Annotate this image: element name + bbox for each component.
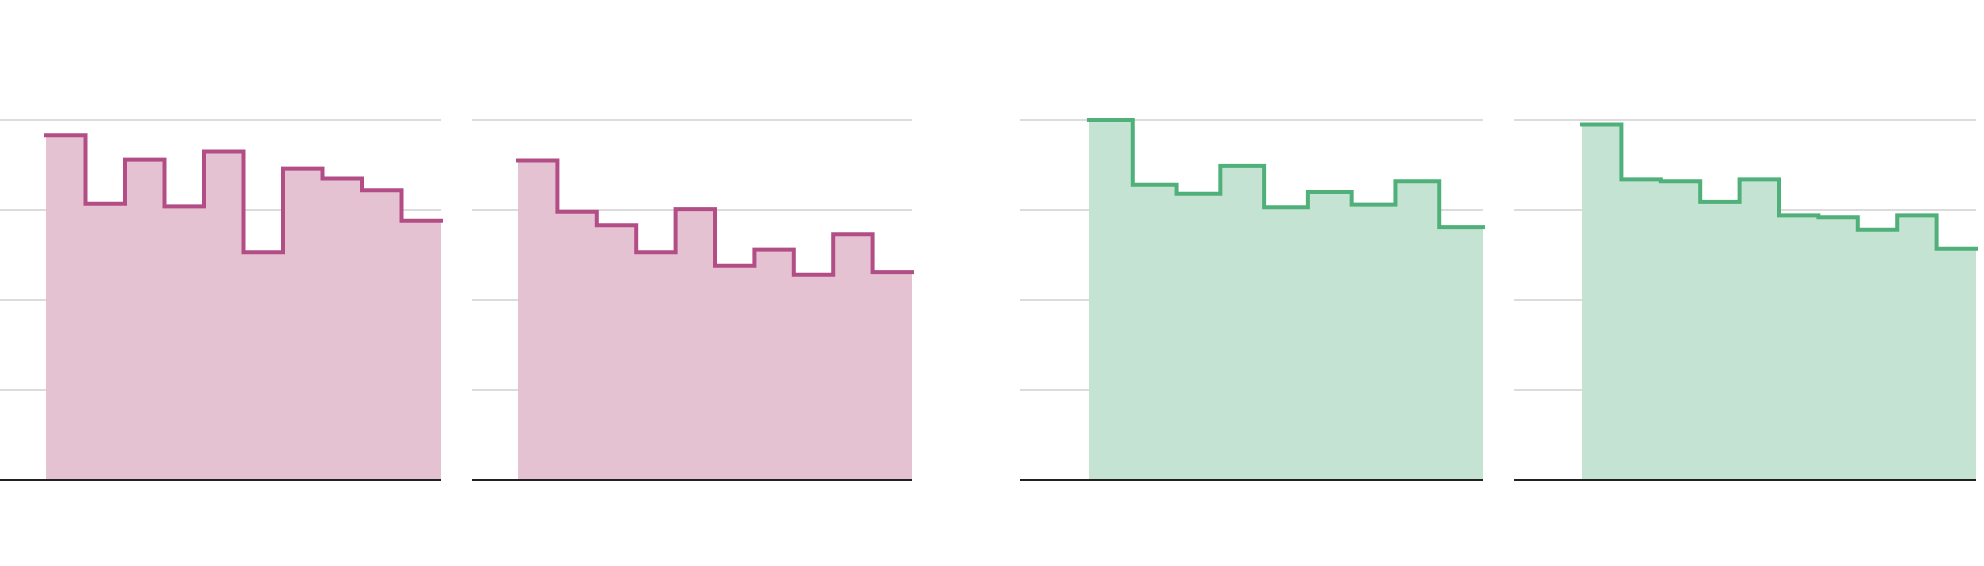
chart-panel-1 [0,119,443,481]
area-fill-3 [1089,120,1483,480]
bar-3-8 [1395,181,1439,480]
bar-1-5 [204,152,244,481]
bar-2-10 [873,272,912,480]
bar-2-3 [597,225,636,480]
bar-2-4 [636,252,675,480]
step-line-3 [1087,118,1485,230]
bar-1-3 [125,160,165,480]
bar-4-7 [1818,217,1857,480]
area-fill-1 [46,135,441,481]
bar-3-6 [1308,192,1352,480]
bar-3-4 [1220,166,1264,480]
bar-1-10 [402,221,442,480]
bar-4-4 [1700,202,1739,480]
bar-1-2 [86,204,126,480]
bar-4-10 [1937,249,1976,480]
chart-panel-3 [1020,118,1485,481]
bar-2-5 [676,209,715,480]
bar-4-3 [1661,181,1700,480]
bar-2-7 [754,250,793,480]
bar-1-9 [362,190,402,480]
bar-3-5 [1264,207,1308,480]
chart-panel-2 [472,119,914,481]
step-line-1 [44,133,443,255]
step-line-2 [516,158,914,277]
bar-1-8 [323,179,363,481]
bar-4-1 [1582,125,1621,481]
area-fill-4 [1582,124,1976,480]
bar-3-1 [1089,120,1133,480]
bar-2-9 [833,234,872,480]
bar-4-2 [1621,179,1660,480]
bar-4-5 [1740,179,1779,480]
bar-2-6 [715,266,754,480]
bar-2-8 [794,275,833,480]
bar-3-2 [1133,185,1177,480]
chart-panel-4 [1514,119,1978,481]
bar-4-9 [1897,215,1936,480]
bar-2-2 [557,212,596,480]
bar-1-7 [283,169,323,480]
bar-4-8 [1858,230,1897,480]
bar-3-9 [1439,227,1483,480]
area-fill-2 [518,160,912,480]
bar-2-1 [518,161,557,481]
bar-1-6 [244,252,284,480]
bar-3-3 [1177,194,1221,480]
bar-1-4 [165,206,205,480]
step-line-4 [1580,122,1978,251]
bar-1-1 [46,135,86,480]
bar-4-6 [1779,215,1818,480]
bar-3-7 [1352,205,1396,480]
